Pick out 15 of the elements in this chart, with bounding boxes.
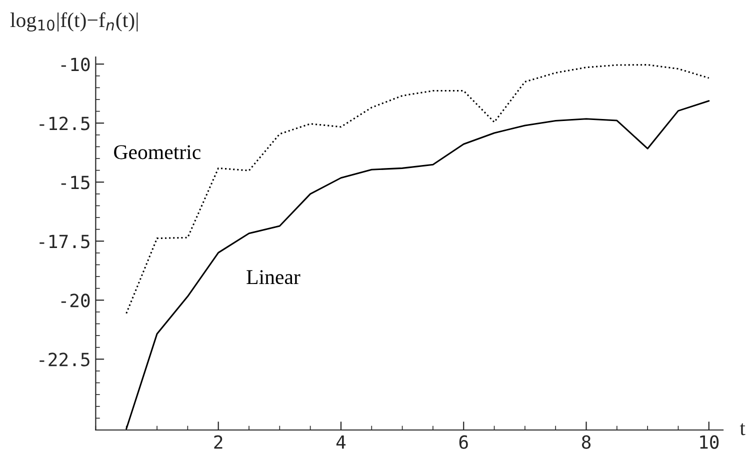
- x-tick-label: 4: [336, 436, 346, 449]
- series-label: Geometric: [114, 145, 200, 160]
- y-tick-label: -20: [61, 294, 90, 308]
- y-tick-label: -17.5: [40, 234, 90, 248]
- y-tick-label: -15: [61, 176, 90, 190]
- y-tick-label: -10: [61, 58, 90, 72]
- y-axis-title: log$_{10}$|f(t)−f$_{n}$(t)|: [10, 12, 138, 32]
- x-tick-label: 8: [582, 435, 591, 449]
- x-tick-label: 10: [700, 435, 719, 449]
- y-tick-label: -22.5: [40, 352, 90, 366]
- y-tick-label: -12.5: [40, 116, 90, 130]
- series-label: Linear: [246, 270, 300, 284]
- x-tick-label: 2: [214, 435, 222, 449]
- x-axis-title: t: [740, 423, 746, 436]
- x-tick-label: 6: [459, 435, 468, 449]
